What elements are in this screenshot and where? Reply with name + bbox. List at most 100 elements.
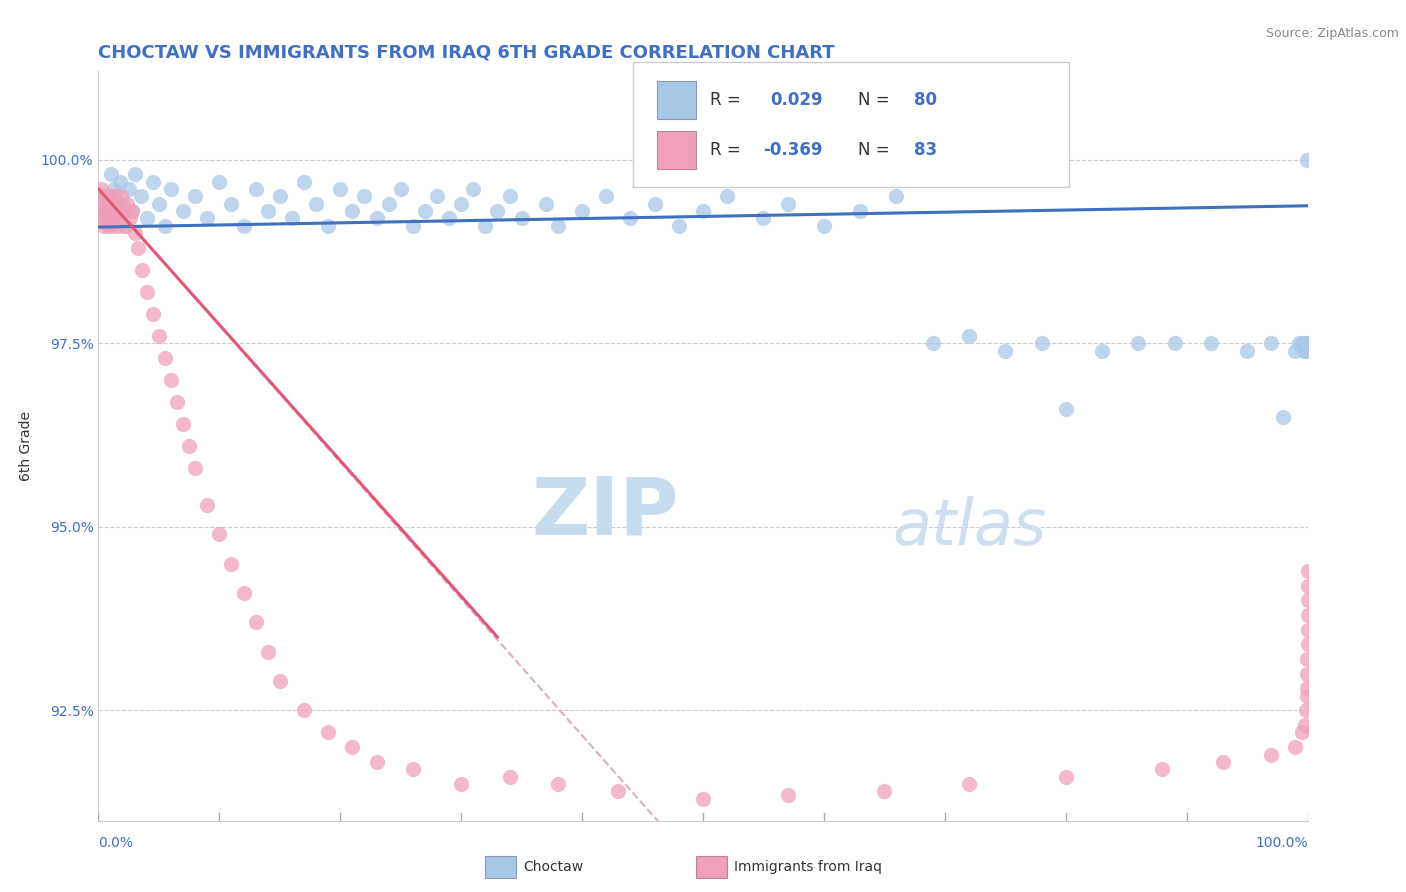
Point (97, 196, 120, 211)
Point (1260, 747, 1282, 762)
Text: R =: R = (710, 141, 741, 159)
Text: Source: ZipAtlas.com: Source: ZipAtlas.com (1265, 27, 1399, 40)
Point (105, 211, 128, 226)
Point (184, 461, 207, 475)
Point (316, 219, 339, 233)
Point (776, 788, 799, 802)
Point (98, 211, 121, 226)
Point (107, 219, 129, 233)
Point (353, 189, 375, 203)
Point (269, 674, 291, 689)
Point (1260, 336, 1282, 351)
Point (1294, 718, 1316, 732)
Point (402, 762, 425, 776)
Point (195, 211, 218, 226)
Point (179, 439, 201, 453)
Point (776, 196, 799, 211)
Point (96, 189, 118, 203)
Point (305, 196, 328, 211)
Point (108, 196, 131, 211)
Text: ZIP: ZIP (531, 473, 679, 551)
Point (153, 351, 176, 365)
Point (90, 182, 112, 196)
Point (1054, 770, 1077, 784)
Point (463, 182, 485, 196)
Point (121, 203, 143, 218)
Point (1291, 336, 1313, 351)
Point (118, 182, 141, 196)
Point (121, 203, 143, 218)
Point (1292, 343, 1315, 358)
Point (716, 189, 738, 203)
Point (389, 182, 412, 196)
Text: -0.369: -0.369 (763, 141, 823, 159)
Point (692, 203, 714, 218)
Point (1054, 402, 1077, 417)
Point (160, 373, 183, 387)
Text: 0.0%: 0.0% (98, 836, 134, 850)
Point (96, 203, 118, 218)
Point (547, 219, 569, 233)
Point (1199, 336, 1222, 351)
Point (366, 211, 388, 226)
Point (91, 196, 114, 211)
Point (1294, 336, 1316, 351)
Point (100, 219, 122, 233)
Point (921, 336, 943, 351)
Point (118, 211, 141, 226)
Point (1031, 336, 1053, 351)
Point (117, 196, 139, 211)
Point (692, 791, 714, 805)
Text: Immigrants from Iraq: Immigrants from Iraq (734, 860, 882, 874)
Point (366, 755, 388, 769)
Point (232, 219, 254, 233)
Point (595, 189, 617, 203)
Point (172, 417, 194, 431)
Text: N =: N = (858, 141, 889, 159)
Text: Choctaw: Choctaw (523, 860, 583, 874)
Point (172, 203, 194, 218)
Point (208, 527, 231, 541)
Point (93, 219, 115, 233)
Point (103, 182, 125, 196)
Point (547, 777, 569, 791)
Point (1296, 681, 1319, 696)
Point (849, 203, 872, 218)
Point (114, 219, 136, 233)
Point (292, 175, 315, 189)
Point (127, 241, 149, 255)
Point (245, 182, 267, 196)
Point (437, 211, 460, 226)
Point (957, 328, 980, 343)
Point (98, 189, 121, 203)
Point (256, 203, 278, 218)
Point (571, 203, 593, 218)
Point (292, 703, 315, 717)
Point (195, 498, 218, 512)
Point (1152, 762, 1174, 776)
Point (486, 203, 509, 218)
Text: atlas: atlas (891, 496, 1046, 558)
Text: 0.029: 0.029 (770, 91, 823, 109)
Point (1291, 725, 1313, 739)
Point (108, 175, 131, 189)
Point (1296, 689, 1319, 703)
Point (91, 189, 114, 203)
Point (607, 784, 630, 798)
Point (886, 189, 908, 203)
Point (1296, 578, 1319, 592)
Point (1296, 666, 1319, 681)
Point (1212, 755, 1234, 769)
Point (90, 203, 112, 218)
Point (413, 203, 436, 218)
Point (994, 343, 1017, 358)
Point (1236, 343, 1258, 358)
Point (450, 196, 472, 211)
Point (114, 219, 136, 233)
Point (1296, 652, 1319, 666)
Point (1091, 343, 1114, 358)
Text: 83: 83 (914, 141, 936, 159)
Point (510, 211, 533, 226)
Point (100, 203, 122, 218)
Point (142, 175, 165, 189)
